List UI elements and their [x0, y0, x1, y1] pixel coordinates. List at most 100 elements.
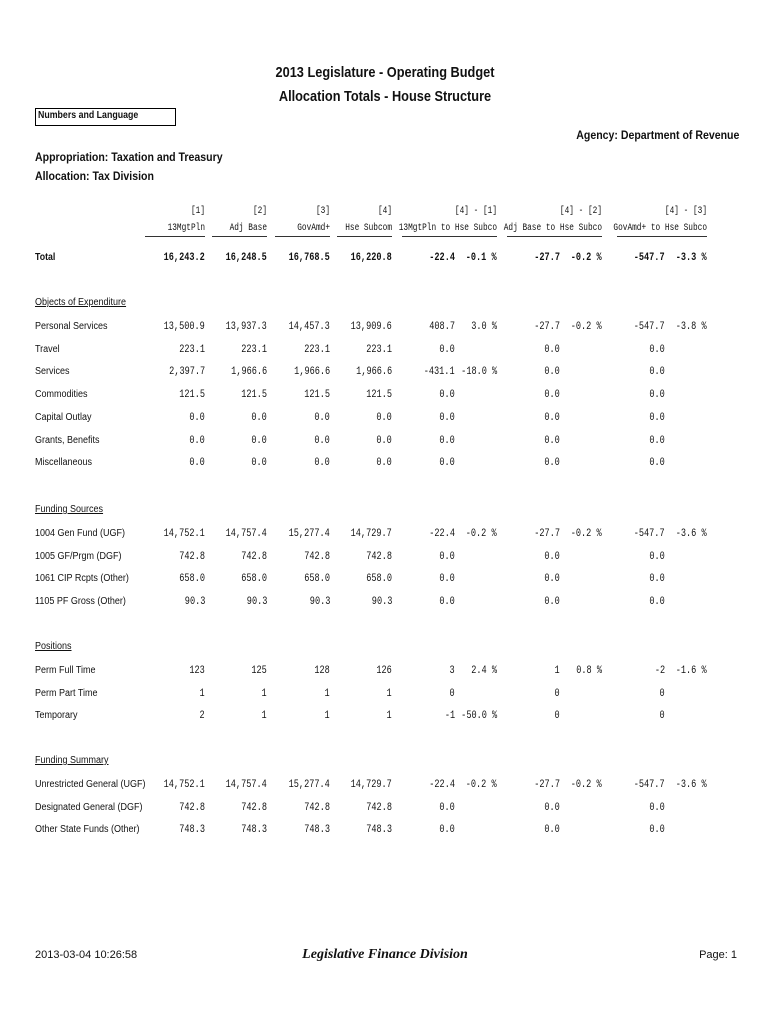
section-title: Objects of Expenditure: [35, 297, 127, 308]
cell: 126: [376, 665, 392, 677]
cell: 742.8: [241, 550, 267, 563]
cell: 1: [554, 665, 560, 677]
box-label: Numbers and Language: [38, 110, 139, 121]
cell: 0.0: [439, 434, 455, 447]
division: Legislative Finance Division: [302, 947, 468, 962]
cell: 0.0: [649, 411, 665, 424]
cell: -22.4: [429, 779, 455, 791]
cell: 0.0: [649, 366, 665, 379]
cell: 0.0: [649, 550, 665, 563]
cell: 0.0: [544, 573, 560, 586]
header-underline: [145, 236, 205, 237]
label-box: Numbers and Language: [35, 108, 176, 126]
cell: 16,248.5: [225, 252, 267, 264]
cell: 14,729.7: [350, 528, 392, 540]
cell: 0.0: [439, 596, 455, 609]
cell: 90.3: [246, 596, 267, 609]
cell: 1,966.6: [230, 366, 267, 379]
cell: 1,966.6: [293, 366, 330, 379]
cell: 0.0: [251, 434, 267, 447]
cell: 0.0: [649, 457, 665, 470]
cell: -0.2 %: [571, 321, 602, 333]
cell: 408.7: [429, 321, 455, 333]
column-index: [4] - [1]: [454, 206, 497, 217]
cell: 125: [251, 665, 267, 677]
cell: 15,277.4: [288, 528, 330, 540]
cell: 14,729.7: [350, 779, 392, 791]
cell: 128: [314, 665, 330, 677]
cell: 742.8: [366, 550, 392, 563]
page-number: Page: 1: [699, 949, 737, 961]
column-index: [4]: [377, 206, 392, 217]
column-name: Adj Base to Hse Subco: [503, 223, 602, 234]
cell: -0.2 %: [466, 528, 497, 540]
cell: 223.1: [366, 343, 392, 356]
cell: 14,752.1: [163, 528, 205, 540]
cell: 0.0: [439, 824, 455, 837]
column-name: Hse Subcom: [345, 223, 392, 234]
cell: 13,937.3: [225, 321, 267, 333]
cell: -431.1: [424, 366, 455, 379]
column-name: Adj Base: [229, 223, 267, 234]
cell: 0.0: [439, 343, 455, 356]
cell: 0: [554, 687, 560, 700]
row-label: 1004 Gen Fund (UGF): [35, 528, 126, 539]
cell: 0.0: [544, 366, 560, 379]
cell: 742.8: [179, 801, 205, 814]
cell: 0.0: [649, 824, 665, 837]
cell: -27.7: [534, 321, 560, 333]
cell: -547.7: [634, 321, 665, 333]
column-name: GovAmd+: [297, 223, 330, 234]
cell: -3.6 %: [676, 779, 707, 791]
cell: -3.8 %: [676, 321, 707, 333]
cell: -27.7: [534, 528, 560, 540]
row-label: Commodities: [35, 389, 88, 401]
cell: 0.0: [251, 457, 267, 470]
cell: 0: [554, 710, 560, 723]
cell: 0.0: [544, 411, 560, 424]
cell: 0.0: [544, 596, 560, 609]
header-underline: [212, 236, 267, 237]
cell: 2: [199, 710, 205, 723]
row-label: Grants, Benefits: [35, 434, 100, 446]
cell: 0.0: [376, 411, 392, 424]
cell: 0: [659, 687, 665, 700]
cell: -3.3 %: [676, 252, 707, 264]
row-label: Perm Full Time: [35, 665, 96, 676]
row-label: Miscellaneous: [35, 457, 93, 469]
cell: 748.3: [241, 824, 267, 837]
row-label: Other State Funds (Other): [35, 824, 140, 836]
cell: -27.7: [534, 252, 560, 264]
cell: 0.0: [544, 343, 560, 356]
cell: 14,757.4: [225, 779, 267, 791]
cell: 1: [386, 687, 392, 700]
cell: 90.3: [371, 596, 392, 609]
cell: 658.0: [241, 573, 267, 586]
column-index: [3]: [315, 206, 330, 217]
cell: 0.0: [376, 457, 392, 470]
cell: 0.0: [544, 434, 560, 447]
cell: 0.0: [649, 801, 665, 814]
cell: 658.0: [366, 573, 392, 586]
cell: 0.0: [439, 801, 455, 814]
agency: Agency: Department of Revenue: [575, 128, 739, 142]
cell: 3.0 %: [471, 321, 497, 333]
row-label: Designated General (DGF): [35, 801, 143, 813]
cell: 0.8 %: [576, 665, 602, 677]
column-index: [4] - [2]: [559, 206, 602, 217]
cell: 1,966.6: [355, 366, 392, 379]
row-label: Total: [35, 252, 56, 263]
column-name: 13MgtPln to Hse Subco: [398, 223, 497, 234]
report-title: 2013 Legislature - Operating Budget: [275, 64, 495, 81]
cell: 0.0: [649, 573, 665, 586]
cell: 658.0: [179, 573, 205, 586]
cell: 0.0: [439, 573, 455, 586]
cell: 742.8: [366, 801, 392, 814]
column-index: [2]: [252, 206, 267, 217]
cell: 16,243.2: [163, 252, 205, 264]
cell: -547.7: [634, 779, 665, 791]
row-label: 1105 PF Gross (Other): [35, 596, 126, 608]
cell: 223.1: [179, 343, 205, 356]
cell: 0: [659, 710, 665, 723]
